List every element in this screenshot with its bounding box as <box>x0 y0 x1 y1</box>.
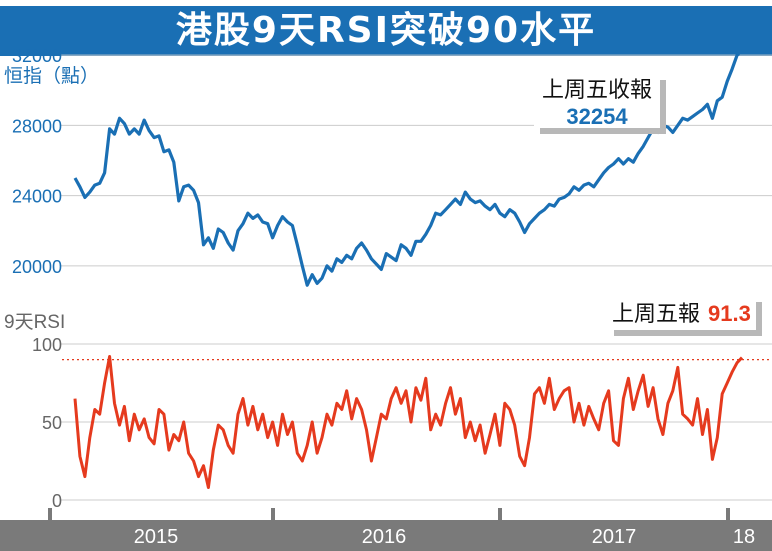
rsi-callout-box <box>608 296 756 330</box>
rsi-callout-value: 91.3 <box>708 301 751 326</box>
rsi-callout-label: 上周五報 <box>612 302 700 327</box>
x-axis-band: 2015 2016 2017 18 <box>0 508 772 551</box>
hsi-tick-label: 28000 <box>12 116 62 136</box>
rsi-axis-label: 9天RSI <box>4 312 65 333</box>
hsi-tick-label: 32000 <box>12 46 62 66</box>
rsi-tick-label: 50 <box>42 413 62 433</box>
rsi-series-line <box>73 355 744 489</box>
hsi-tick-label: 24000 <box>12 187 62 207</box>
x-tick-label: 2016 <box>362 526 407 548</box>
hsi-callout-box <box>534 74 660 128</box>
hsi-series-line <box>73 49 744 287</box>
rsi-tick-label: 0 <box>52 491 62 511</box>
rsi-callout: 上周五報 91.3 <box>608 296 762 336</box>
x-tick-labels: 2015 2016 2017 18 <box>48 508 755 548</box>
hsi-callout-value: 32254 <box>566 104 628 129</box>
hsi-tick-label: 20000 <box>12 257 62 277</box>
x-axis-background <box>0 520 772 551</box>
x-tick-label: 18 <box>733 526 755 548</box>
rsi-panel: 9天RSI 0 50 100 上周五報 91.3 <box>4 296 772 511</box>
rsi-gridlines <box>60 343 772 501</box>
x-tick-label: 2015 <box>134 526 179 548</box>
title-banner: 港股9天RSI突破90水平 <box>0 0 772 58</box>
hsi-axis-label: 恒指（點） <box>4 65 99 87</box>
hsi-panel: 恒指（點） 20000 24000 28000 32000 上周五收報 32254 <box>4 46 772 287</box>
hsi-tick-labels: 20000 24000 28000 32000 <box>12 46 62 277</box>
hsi-callout: 上周五收報 32254 <box>534 74 666 134</box>
rsi-tick-label: 100 <box>32 335 62 355</box>
chart-title: 港股9天RSI突破90水平 <box>175 10 597 51</box>
title-banner-bar <box>0 6 772 56</box>
hsi-callout-label: 上周五收報 <box>542 78 652 103</box>
rsi-tick-labels: 0 50 100 <box>32 335 62 511</box>
x-tick-label: 2017 <box>592 526 637 548</box>
